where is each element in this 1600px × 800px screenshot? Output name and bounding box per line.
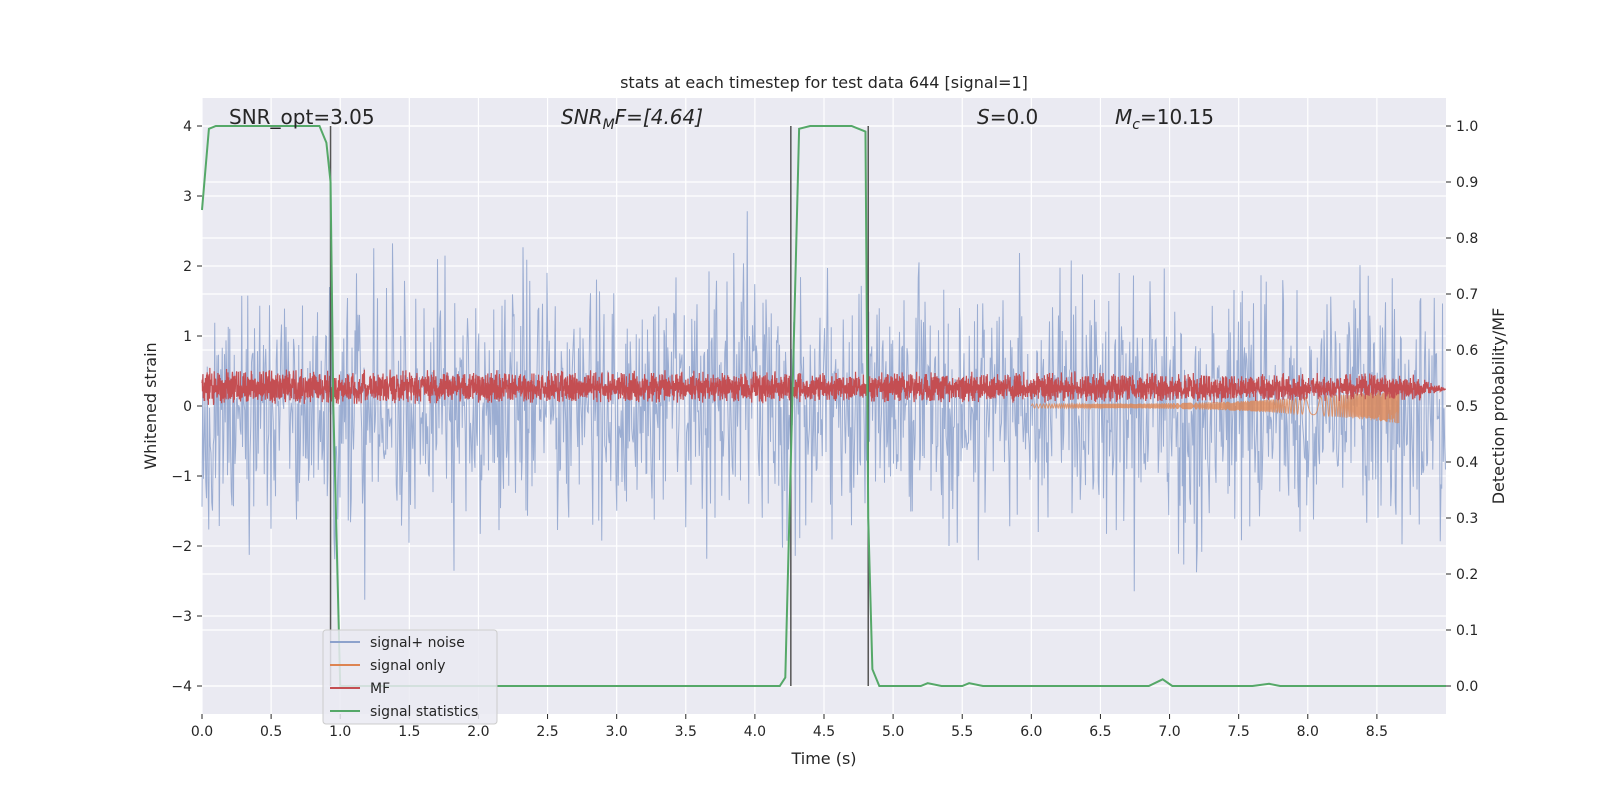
y-right-ticks: 0.0 0.1 0.2 0.3 0.4 0.5 0.6 0.7 0.8 0.9 1.0 <box>1446 119 1478 695</box>
legend: signal+ noise signal only MF signal stat… <box>322 629 498 725</box>
y-right-tick-label: 0.2 <box>1456 567 1478 583</box>
legend-label-signal-only: signal only <box>370 658 445 674</box>
legend-label-signal-statistics: signal statistics <box>370 704 478 720</box>
signal-noise-line <box>201 211 1446 600</box>
annotation-mc-var: M <box>1115 105 1132 129</box>
mf-line <box>201 367 1446 405</box>
annotation-snr-mf-sub: M <box>603 117 615 133</box>
annotation-mc-value: =10.15 <box>1140 105 1214 129</box>
legend-box <box>322 629 498 725</box>
y-right-tick-label: 0.7 <box>1456 287 1478 303</box>
y-right-tick-label: 0.6 <box>1456 343 1478 359</box>
x-tick-label: 5.0 <box>882 724 904 740</box>
y-left-tick-label: 0 <box>183 399 192 415</box>
x-tick-label: 1.0 <box>329 724 351 740</box>
annotation-snr-mf-prefix: SNR <box>561 105 603 129</box>
annotation-mc: Mc=10.15 <box>1115 105 1214 133</box>
annotation-s-var: S <box>977 105 990 129</box>
chart-title: stats at each timestep for test data 644… <box>620 73 1028 92</box>
y-right-tick-label: 1.0 <box>1456 119 1478 135</box>
x-axis-label: Time (s) <box>790 749 856 768</box>
y-axis-left-label: Whitened strain <box>141 342 160 469</box>
x-tick-label: 4.0 <box>744 724 766 740</box>
annotation-s: S=0.0 <box>977 105 1038 129</box>
signal-only-series <box>1030 389 1400 424</box>
x-tick-label: 7.5 <box>1228 724 1250 740</box>
annotation-snr-mf: SNRMF=[4.64] <box>561 105 703 133</box>
y-right-tick-label: 0.3 <box>1456 511 1478 527</box>
signal-only-line <box>1030 389 1400 424</box>
x-tick-label: 8.0 <box>1297 724 1319 740</box>
y-axis-right-label: Detection probability/MF <box>1489 308 1508 505</box>
legend-label-mf: MF <box>370 681 390 697</box>
x-tick-label: 6.5 <box>1089 724 1111 740</box>
x-tick-label: 3.5 <box>675 724 697 740</box>
annotation-mc-sub: c <box>1132 117 1140 133</box>
y-left-ticks: −4 −3 −2 −1 0 1 2 3 4 <box>171 119 202 695</box>
signal-noise-series <box>201 211 1446 600</box>
annotation-snr-opt: SNR_opt=3.05 <box>229 105 375 129</box>
x-tick-label: 7.0 <box>1158 724 1180 740</box>
x-tick-label: 2.0 <box>467 724 489 740</box>
y-left-tick-label: 3 <box>183 189 192 205</box>
signal-statistics-line <box>201 125 1446 687</box>
x-tick-label: 1.5 <box>398 724 420 740</box>
x-tick-label: 5.5 <box>951 724 973 740</box>
y-right-tick-label: 0.5 <box>1456 399 1478 415</box>
y-right-tick-label: 0.1 <box>1456 623 1478 639</box>
y-right-tick-label: 0.8 <box>1456 231 1478 247</box>
y-left-tick-label: 1 <box>183 329 192 345</box>
legend-label-signal-noise: signal+ noise <box>370 635 465 651</box>
y-left-tick-label: 4 <box>183 119 192 135</box>
x-tick-label: 0.5 <box>260 724 282 740</box>
y-left-tick-label: −2 <box>171 539 192 555</box>
y-left-tick-label: −3 <box>171 609 192 625</box>
x-tick-label: 3.0 <box>606 724 628 740</box>
y-left-tick-label: 2 <box>183 259 192 275</box>
y-left-tick-label: −4 <box>171 679 192 695</box>
x-tick-label: 0.0 <box>191 724 213 740</box>
grid <box>201 98 1446 714</box>
x-tick-label: 6.0 <box>1020 724 1042 740</box>
y-right-tick-label: 0.0 <box>1456 679 1478 695</box>
signal-statistics-series <box>201 125 1446 687</box>
x-ticks: 0.0 0.5 1.0 1.5 2.0 2.5 3.0 3.5 4.0 4.5 5.0 5.5 6.0 6… <box>191 714 1388 740</box>
y-right-tick-label: 0.4 <box>1456 455 1478 471</box>
x-tick-label: 4.5 <box>813 724 835 740</box>
y-right-tick-label: 0.9 <box>1456 175 1478 191</box>
x-tick-label: 2.5 <box>536 724 558 740</box>
y-left-tick-label: −1 <box>171 469 192 485</box>
annotation-s-value: =0.0 <box>990 105 1039 129</box>
annotation-snr-mf-suffix: F=[4.64] <box>615 105 703 129</box>
x-tick-label: 8.5 <box>1366 724 1388 740</box>
mf-series <box>201 367 1446 405</box>
